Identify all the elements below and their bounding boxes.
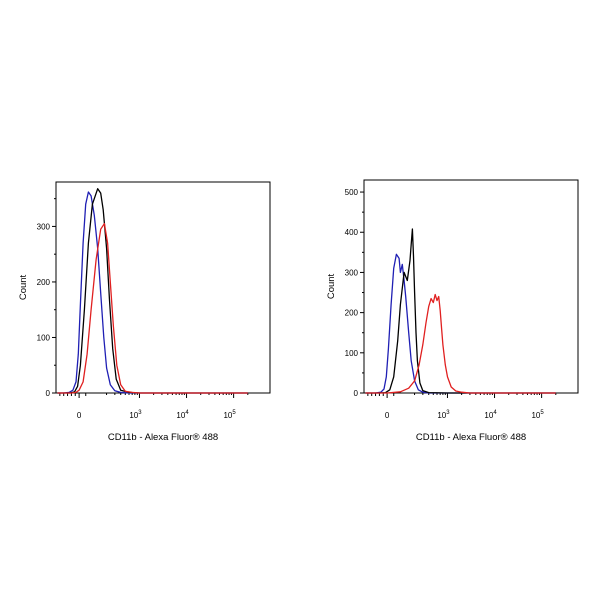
histogram-trace-2 [365,228,556,394]
histogram-trace-3 [57,222,248,394]
y-tick-label: 400 [345,228,359,237]
histogram-panel-1: 0 100 200 300 0 103 104 105 CD11b - Alexa Fluor®… [18,181,271,443]
plot-frame [55,181,271,394]
x-tick-label: 0 [385,411,390,420]
y-tick-label: 500 [345,188,359,197]
y-tick-label: 0 [46,389,51,398]
x-tick-label: 105 [531,410,544,420]
x-tick-label: 0 [77,411,82,420]
y-tick-label: 200 [345,309,359,318]
histogram-trace-3 [365,293,556,394]
histogram-trace-1 [365,253,556,394]
x-tick-label: 104 [176,410,189,420]
y-tick-label: 200 [37,278,51,287]
x-tick-label: 103 [129,410,142,420]
x-axis-title: CD11b - Alexa Fluor® 488 [108,432,218,443]
x-tick-label: 105 [223,410,236,420]
y-tick-label: 0 [354,389,359,398]
x-tick-label: 104 [484,410,497,420]
y-tick-label: 100 [345,349,359,358]
x-axis-title: CD11b - Alexa Fluor® 488 [416,432,526,443]
y-axis-title: Count [18,274,29,300]
y-tick-label: 100 [37,333,51,342]
x-tick-label: 103 [437,410,450,420]
y-axis-title: Count [326,273,337,299]
histogram-panel-2: 0 100 200 300 400 500 0 103 104 105 CD11b - Alexa … [326,179,579,443]
y-tick-label: 300 [37,222,51,231]
y-tick-label: 300 [345,268,359,277]
